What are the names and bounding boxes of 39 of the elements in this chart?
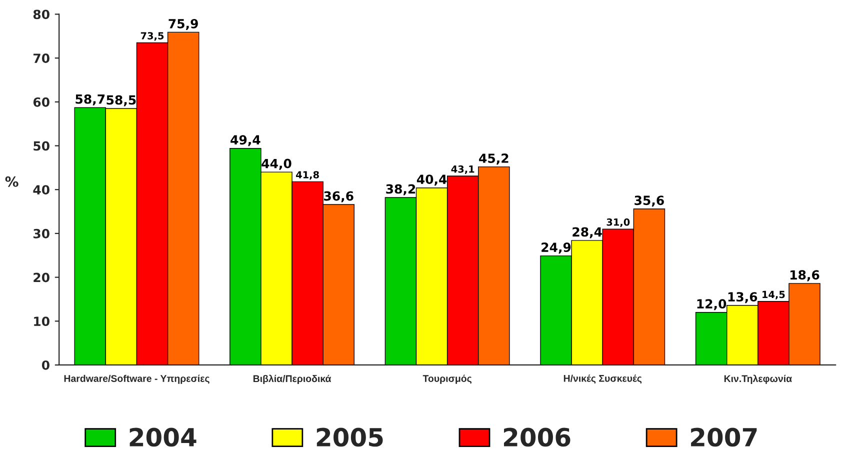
legend-label: 2007 <box>691 428 757 447</box>
y-tick-label: 10 <box>34 316 50 326</box>
y-tick-label: 60 <box>33 97 50 107</box>
data-label: 31,0 <box>606 218 630 228</box>
y-tick-label: 0 <box>42 360 50 370</box>
legend-label: 2006 <box>504 428 570 447</box>
data-label: 73,5 <box>140 32 164 41</box>
data-label: 58,7 <box>76 94 105 106</box>
data-label: 12,0 <box>697 299 726 310</box>
legend-label: 2005 <box>316 428 383 447</box>
data-label: 13,6 <box>728 292 758 304</box>
y-tick-label: 70 <box>33 54 50 63</box>
y-tick-label: 50 <box>34 141 50 151</box>
data-label: 24,9 <box>542 242 571 254</box>
data-label: 41,8 <box>296 171 319 180</box>
x-tick-label: Βιβλία/Περιοδικά <box>253 374 332 384</box>
data-label: 36,6 <box>324 191 354 202</box>
data-label: 58,5 <box>106 95 136 106</box>
data-label: 14,5 <box>762 290 785 300</box>
legend-label: 2004 <box>130 428 196 447</box>
data-label: 28,4 <box>572 227 602 238</box>
x-tick-label: Hardware/Software - Υπηρεσίες <box>64 374 210 384</box>
data-label: 38,2 <box>386 184 416 196</box>
data-label: 43,1 <box>451 165 474 174</box>
x-tick-label: Κιν.Τηλεφωνία <box>724 374 792 384</box>
y-tick-label: 80 <box>33 10 50 20</box>
y-tick-label: 30 <box>33 228 50 238</box>
y-tick-label: 20 <box>34 272 50 282</box>
y-tick-label: 40 <box>33 185 50 195</box>
x-tick-label: Τουρισμός <box>422 374 472 384</box>
data-label: 40,4 <box>416 174 447 186</box>
data-label: 18,6 <box>790 270 820 282</box>
data-label: 45,2 <box>479 154 508 165</box>
data-label: 44,0 <box>262 158 292 170</box>
y-axis-title: % <box>5 176 18 187</box>
data-label: 49,4 <box>230 135 260 146</box>
data-label: 35,6 <box>634 196 664 207</box>
data-label: 75,9 <box>168 18 198 30</box>
x-tick-label: Η/νικές Συσκευές <box>564 374 642 384</box>
